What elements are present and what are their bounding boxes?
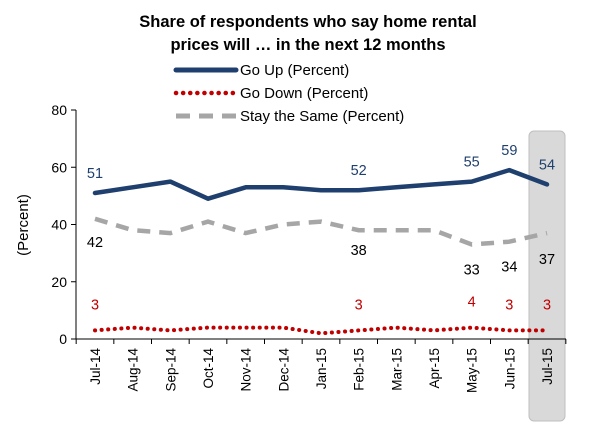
x-tick-label: Jul-14 [88,348,103,385]
y-tick-label: 20 [51,274,67,290]
x-tick-label: Feb-15 [352,348,367,391]
data-label-go-up: 51 [87,166,103,182]
y-tick-label: 60 [51,159,67,175]
data-label-stay-same: 38 [351,243,367,259]
plot-area: 0 20 40 60 80 Jul-14 Aug-14 Sep-14 Oct-14 Nov-14 D… [51,102,567,422]
y-tick-label: 40 [51,217,67,233]
x-tick-label: May-15 [465,348,480,393]
data-label-go-down: 3 [91,297,99,313]
legend-label-go-up: Go Up (Percent) [240,62,349,79]
x-tick-label: Mar-15 [389,348,404,391]
data-label-go-up: 59 [501,143,517,159]
x-tick-label: Nov-14 [239,348,254,392]
highlight-band [528,130,566,422]
chart-title-line-1: Share of respondents who say home rental [139,13,476,31]
data-label-go-up: 52 [351,163,367,179]
data-label-go-down: 3 [543,297,551,313]
y-tick-label: 80 [51,102,67,118]
x-tick-label: Aug-14 [126,348,141,392]
x-tick-label: Dec-14 [276,348,291,392]
legend-label-stay-same: Stay the Same (Percent) [240,108,404,125]
data-label-stay-same: 33 [464,263,480,279]
series-line-go-down [93,325,549,336]
data-label-stay-same: 34 [501,260,517,276]
x-tick-label: Apr-15 [427,348,442,389]
series-line-go-up [92,167,550,201]
data-label-go-down: 4 [468,295,476,311]
legend-label-go-down: Go Down (Percent) [240,85,368,102]
x-tick-label: Jan-15 [314,348,329,389]
x-tick-label: Sep-14 [163,348,178,392]
chart-title-line-2: prices will … in the next 12 months [170,36,445,54]
data-label-go-up: 55 [464,155,480,171]
series-line-stay-same [94,216,548,247]
x-tick-label: Jul-15 [540,348,555,385]
data-label-go-up: 54 [539,157,555,173]
x-tick-label: Jun-15 [502,348,517,389]
data-label-go-down: 3 [355,297,363,313]
data-label-go-down: 3 [505,297,513,313]
x-tick-label: Oct-14 [201,348,216,389]
y-axis-label: (Percent) [15,194,32,256]
data-label-stay-same: 37 [539,252,555,268]
y-tick-label: 0 [59,331,67,347]
data-label-stay-same: 42 [87,235,103,251]
legend: Go Up (Percent) Go Down (Percent) Stay t… [173,62,404,125]
